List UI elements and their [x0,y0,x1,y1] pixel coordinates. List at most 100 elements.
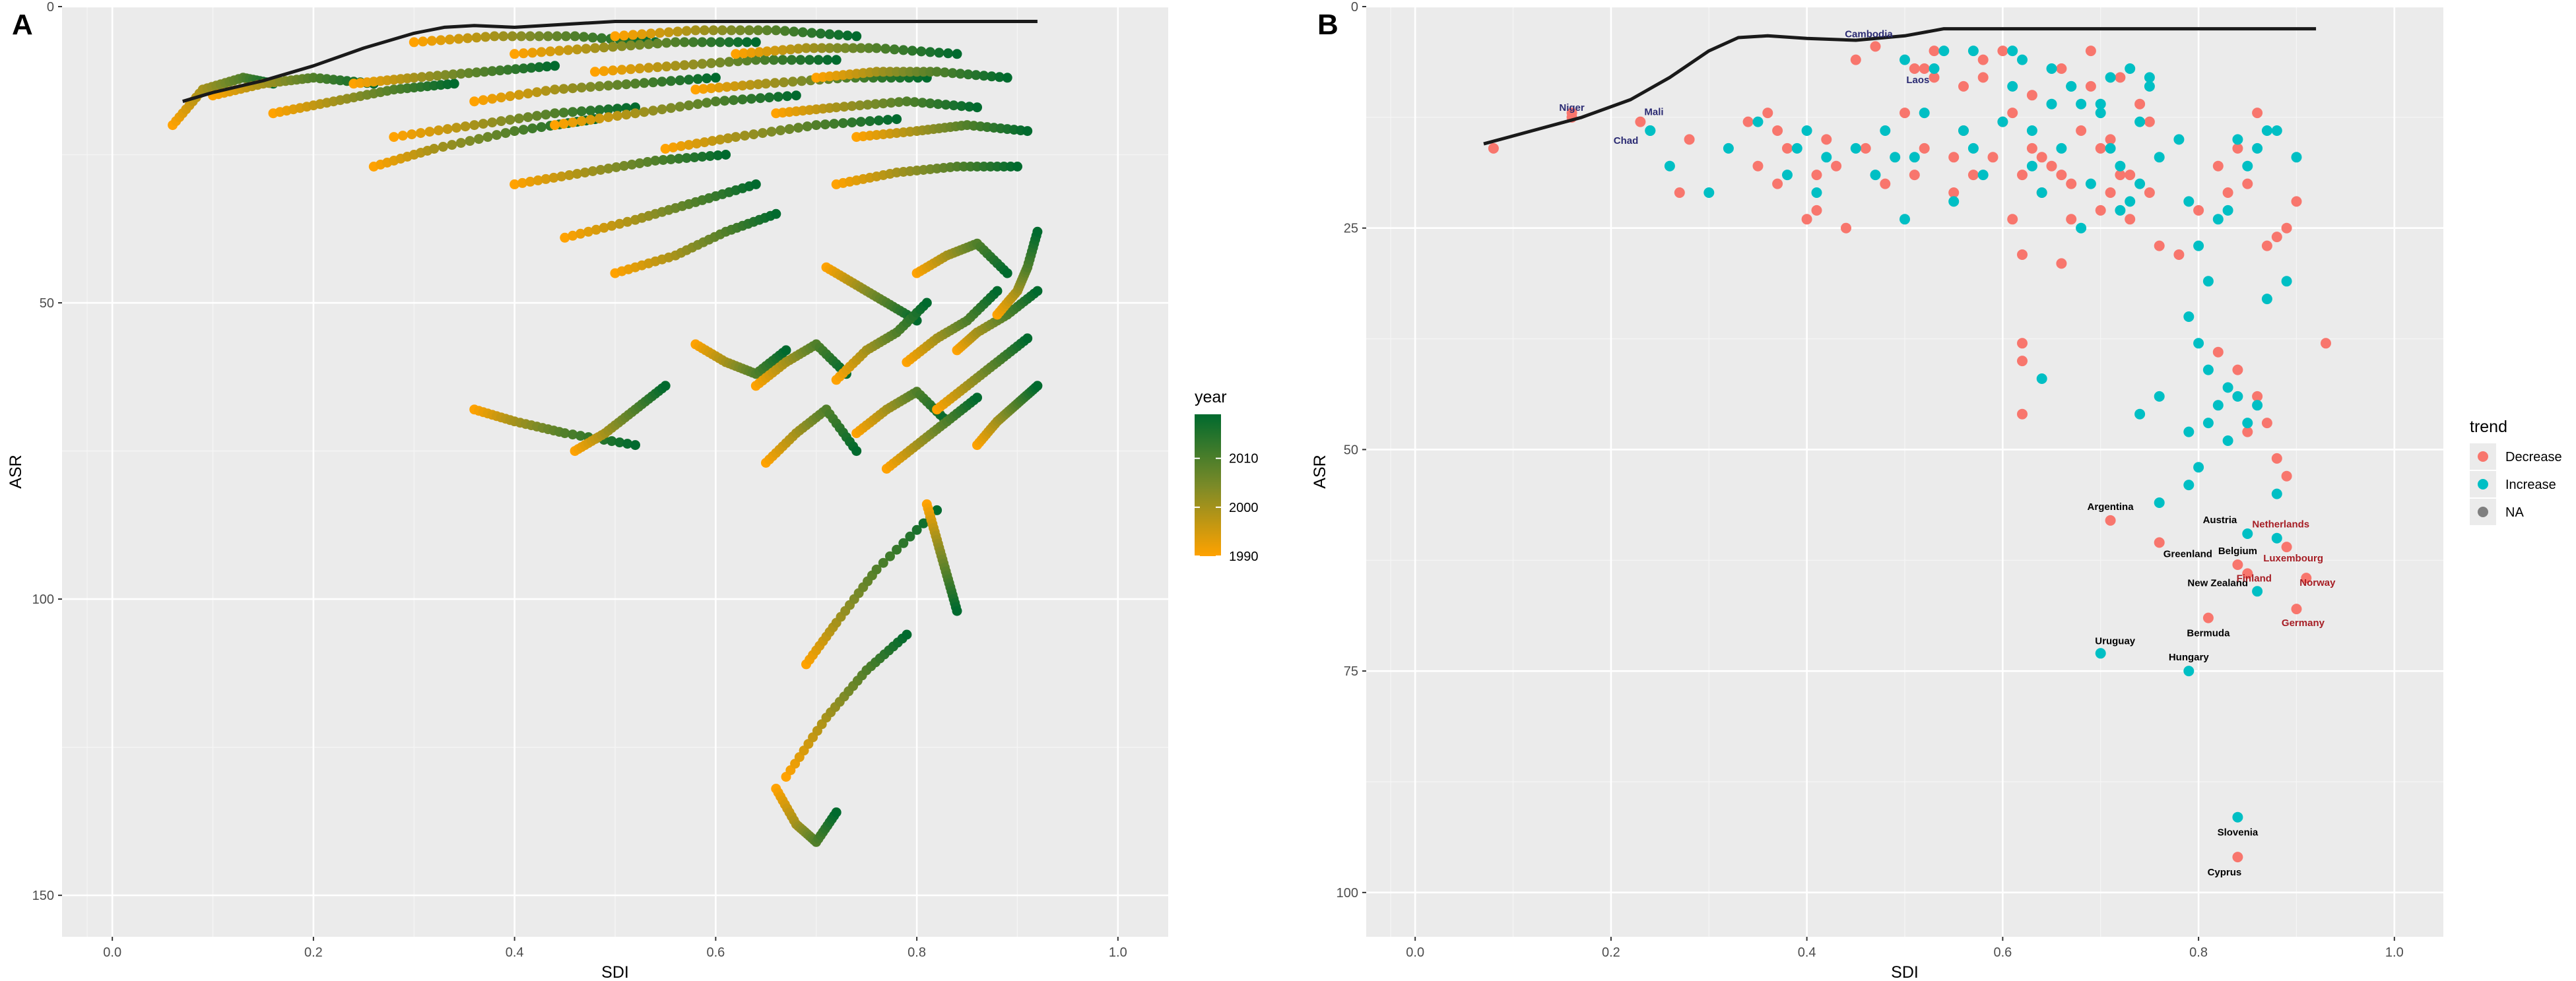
trajectory-point [684,140,694,150]
trajectory-point [663,27,674,38]
trajectory-point [770,46,780,56]
year-colorbar [1195,414,1221,556]
trajectory-point [807,28,817,38]
trajectory-point [932,67,942,77]
increase-point [2056,142,2067,154]
decrease-point [1811,205,1822,216]
trajectory-point [688,37,698,47]
decrease-point [2242,178,2253,189]
increase-point [1938,46,1950,57]
trajectory-point [713,82,724,93]
country-label-belgium: Belgium [2218,546,2257,557]
trajectory-point [754,47,764,57]
trajectory-point [809,43,819,53]
trajectory-point [834,30,844,40]
trajectory-point [789,26,799,37]
trajectory-point [690,84,701,95]
trajectory-point [706,37,717,47]
decrease-point [2193,205,2204,216]
trajectory-point [952,606,962,616]
trajectory-point [622,439,633,449]
trajectory-point [568,429,578,440]
legend-label-increase: Increase [2505,478,2556,492]
increase-point [2125,196,2136,207]
increase-point [2085,178,2096,189]
trajectory-point [902,629,912,640]
trajectory-point [518,63,529,74]
trajectory-point [762,25,772,36]
y-tick-label: 75 [1344,664,1358,679]
trajectory-point [713,150,723,160]
decrease-point [2281,470,2292,482]
trajectory-point [840,43,851,53]
trajectory-point [679,37,690,47]
y-tick-label: 0 [47,0,54,15]
trajectory-point [777,45,788,55]
trajectory-point [626,40,636,51]
trajectory-point [523,88,533,99]
increase-point [2007,80,2018,92]
trajectory-point [541,110,551,120]
panel-b: 0.0 0.2 0.4 0.6 0.8 1.0 0 25 50 75 100 SDI ASR B Niger… [1311,0,2443,981]
increase-point [2183,426,2195,437]
decrease-point [1948,152,1960,163]
trajectory-point [487,94,498,104]
decrease-point [1958,80,1969,92]
trajectory-point [909,97,920,108]
increase-point [1752,116,1764,127]
x-tick-label: 1.0 [1109,945,1127,960]
trajectory-point [731,49,741,59]
decrease-point [2271,232,2282,243]
country-point-uruguay [2095,648,2106,659]
trajectory-point [905,531,915,542]
increase-point [2036,187,2047,198]
trajectory-point [585,115,596,125]
decrease-point [2095,205,2106,216]
legend-swatch-na [2478,507,2488,517]
decrease-point [2281,222,2292,234]
country-label-finland: Finland [2237,573,2272,584]
trajectory-point [661,38,672,48]
trajectory-point [513,113,524,124]
trajectory-point [737,94,748,105]
trajectory-point [536,122,546,133]
trajectory-point [886,98,896,108]
decrease-point [1899,108,1910,119]
trajectory-point [855,117,866,127]
trajectory-point [848,43,859,53]
trajectory-point [460,121,471,132]
trajectory-point [409,73,419,83]
decrease-point [2242,426,2253,437]
country-label-germany: Germany [2282,617,2325,629]
trajectory-point [746,94,756,104]
trajectory-point [885,551,895,561]
frontier-line [1483,27,2317,146]
trajectory-point [851,446,862,457]
decrease-point [1948,187,1960,198]
trajectory-point [595,165,606,175]
trajectory-point [572,44,582,55]
trajectory-point [779,26,790,36]
trajectory-point [963,69,974,80]
trajectory-point [847,101,857,111]
trajectory-point [684,75,694,85]
trajectory-point [874,115,884,126]
trajectory-point [525,31,535,42]
increase-point [2105,72,2116,83]
trajectory-point [690,25,701,36]
trajectory-point [813,55,824,65]
trajectory-point [1002,268,1012,278]
trajectory-point [634,40,645,50]
trajectory-point [532,111,542,121]
trajectory-point [939,67,950,78]
trajectory-point [921,298,932,308]
trajectory-point [630,79,640,89]
panel-letter: A [12,9,33,41]
trajectory-point [513,90,524,100]
trajectory-point [851,31,862,42]
increase-point [2076,222,2087,234]
trajectory-point [795,55,806,65]
decrease-point [1831,160,1842,172]
decrease-point [2095,142,2106,154]
decrease-point [1684,134,1695,145]
